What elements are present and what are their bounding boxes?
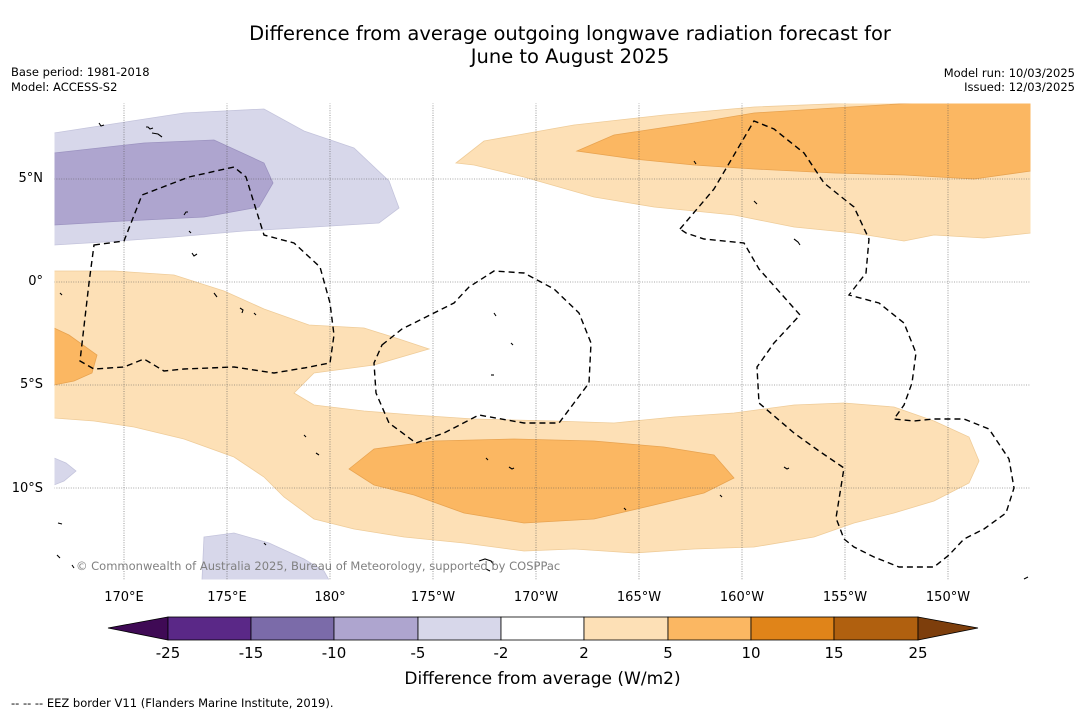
issued-date: Issued: 12/03/2025 xyxy=(964,80,1075,94)
map-title-line1: Difference from average outgoing longwav… xyxy=(249,22,891,45)
colorbar-tick: 5 xyxy=(663,644,673,662)
lon-label-165w: 165°W xyxy=(616,590,662,605)
colorbar-segment xyxy=(250,616,335,641)
model-name: Model: ACCESS-S2 xyxy=(11,80,118,94)
lon-label-155w: 155°W xyxy=(822,590,868,605)
colorbar-tick: -2 xyxy=(493,644,509,662)
gridlines xyxy=(54,103,1031,580)
colorbar-tick: 10 xyxy=(741,644,761,662)
colorbar-segment xyxy=(750,616,835,641)
lon-label-170w: 170°W xyxy=(513,590,559,605)
lat-label-0: 0° xyxy=(28,274,43,289)
colorbar-tick: -10 xyxy=(321,644,347,662)
lon-label-170e: 170°E xyxy=(104,590,144,605)
lon-label-160w: 160°W xyxy=(719,590,765,605)
colorbar-segment xyxy=(333,616,419,641)
base-period: Base period: 1981-2018 xyxy=(11,65,150,79)
model-run: Model run: 10/03/2025 xyxy=(943,66,1075,80)
lat-label-5n: 5°N xyxy=(18,171,44,186)
lon-label-150w: 150°W xyxy=(925,590,971,605)
anomaly-map xyxy=(53,102,1032,581)
eez-legend: -- -- -- EEZ border V11 (Flanders Marine… xyxy=(11,696,334,710)
colorbar-segment xyxy=(667,616,752,641)
copyright-credit: © Commonwealth of Australia 2025, Bureau… xyxy=(76,559,561,573)
colorbar-tick: -25 xyxy=(155,644,181,662)
colorbar-tick: 2 xyxy=(579,644,589,662)
positive-anomaly-mid-ne xyxy=(575,103,1031,180)
colorbar xyxy=(107,616,979,641)
islands xyxy=(56,122,1029,580)
colorbar-title: Difference from average (W/m2) xyxy=(404,669,681,689)
map-plot-area xyxy=(53,102,1032,581)
lon-label-180: 180° xyxy=(314,590,346,605)
colorbar-segment xyxy=(583,616,669,641)
colorbar-max-extension xyxy=(917,616,979,641)
negative-anomaly-light-sw xyxy=(201,532,330,580)
negative-anomaly-mid-nw xyxy=(54,139,274,226)
lat-label-10s: 10°S xyxy=(11,481,43,496)
colorbar-segment xyxy=(833,616,919,641)
colorbar-segment xyxy=(500,616,585,641)
colorbar-tick: -15 xyxy=(238,644,264,662)
negative-anomaly-light-w xyxy=(54,457,77,486)
colorbar-tick: -5 xyxy=(410,644,426,662)
colorbar-tick: 15 xyxy=(824,644,844,662)
positive-anomaly-mid-s xyxy=(348,438,735,524)
lat-label-5s: 5°S xyxy=(19,377,43,392)
colorbar-segment xyxy=(167,616,252,641)
map-title-line2: June to August 2025 xyxy=(470,45,670,68)
lon-label-175e: 175°E xyxy=(207,590,247,605)
colorbar-tick: 25 xyxy=(908,644,928,662)
eez-borders xyxy=(79,120,1015,568)
positive-anomaly-light-s xyxy=(54,270,980,554)
colorbar-min-extension xyxy=(107,616,169,641)
lon-label-175w: 175°W xyxy=(410,590,456,605)
colorbar-segment xyxy=(417,616,502,641)
positive-anomaly-mid-w xyxy=(54,327,98,386)
